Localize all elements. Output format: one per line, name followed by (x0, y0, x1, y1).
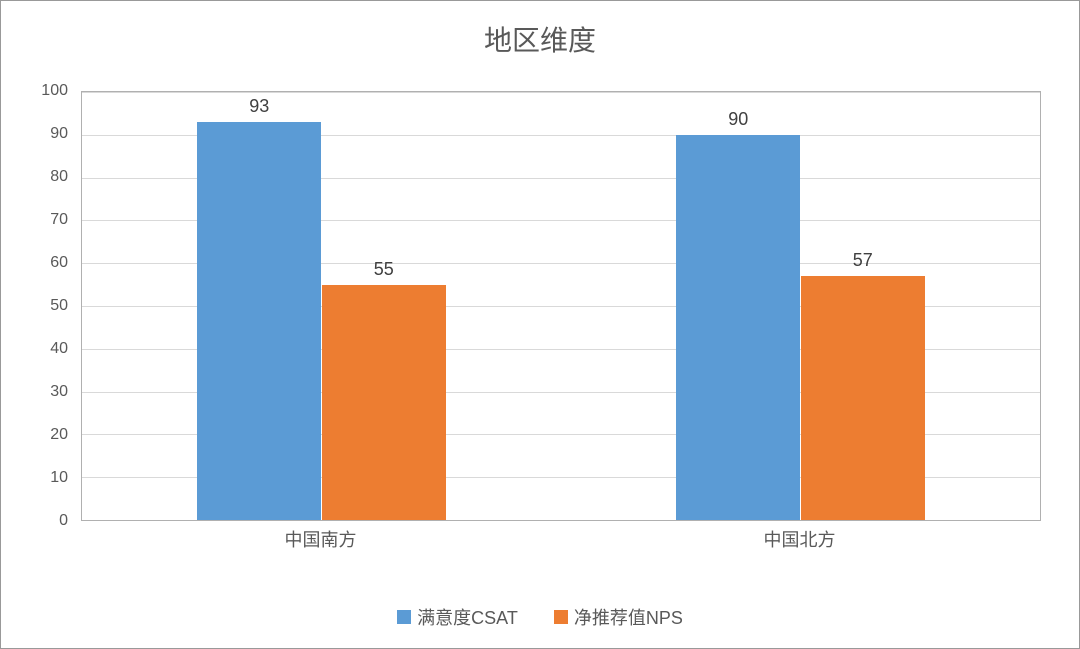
y-tick-label: 40 (50, 340, 68, 358)
chart-container: 地区维度 0102030405060708090100 93559057 中国南… (0, 0, 1080, 649)
bar: 93 (197, 122, 322, 520)
x-tick-label: 中国南方 (285, 526, 357, 552)
bar: 90 (676, 135, 801, 520)
y-axis: 0102030405060708090100 (21, 91, 76, 521)
bar-value-label: 90 (676, 109, 801, 130)
x-axis: 中国南方 中国北方 (81, 526, 1039, 556)
bar-value-label: 57 (801, 250, 926, 271)
plot-wrapper: 0102030405060708090100 93559057 (21, 91, 1061, 521)
plot-area: 93559057 (81, 91, 1041, 521)
y-tick-label: 80 (50, 168, 68, 186)
legend-swatch (554, 610, 568, 624)
bar-value-label: 55 (322, 259, 447, 280)
y-tick-label: 100 (41, 82, 68, 100)
gridline (82, 92, 1040, 93)
chart-title: 地区维度 (1, 1, 1079, 69)
legend-item: 满意度CSAT (397, 604, 518, 630)
bar: 57 (801, 276, 926, 520)
y-tick-label: 30 (50, 383, 68, 401)
legend-text: 满意度CSAT (417, 608, 518, 628)
y-tick-label: 10 (50, 469, 68, 487)
y-tick-label: 90 (50, 125, 68, 143)
bar-value-label: 93 (197, 96, 322, 117)
legend: 满意度CSAT 净推荐值NPS (1, 604, 1079, 630)
bar: 55 (322, 285, 447, 520)
y-tick-label: 50 (50, 297, 68, 315)
legend-text: 净推荐值NPS (574, 608, 683, 628)
y-tick-label: 60 (50, 254, 68, 272)
x-tick-label: 中国北方 (764, 526, 836, 552)
legend-swatch (397, 610, 411, 624)
legend-item: 净推荐值NPS (554, 604, 683, 630)
y-tick-label: 0 (59, 512, 68, 530)
y-tick-label: 20 (50, 426, 68, 444)
y-tick-label: 70 (50, 211, 68, 229)
